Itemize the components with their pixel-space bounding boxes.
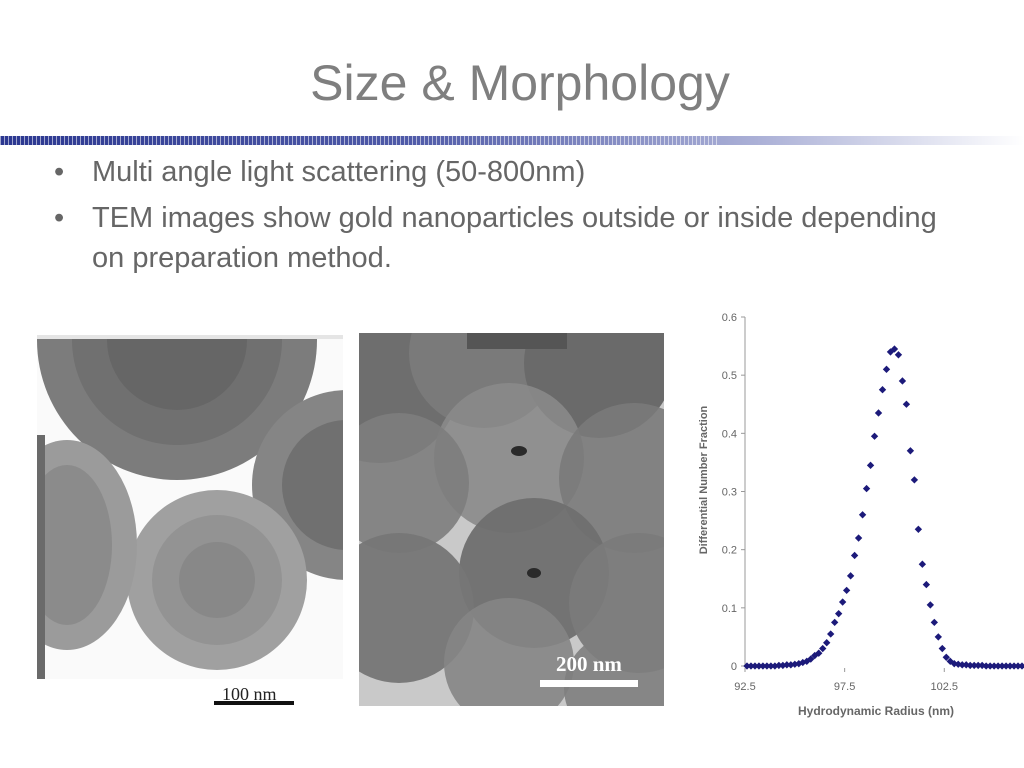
title-underline-texture: [0, 136, 720, 145]
data-point: [842, 586, 851, 595]
x-tick-label: 97.5: [834, 681, 855, 693]
data-point: [930, 618, 938, 627]
scale-bar-right: [540, 680, 638, 687]
y-tick-label: 0.1: [722, 603, 737, 615]
x-axis-label: Hydrodynamic Radius (nm): [798, 704, 954, 718]
y-tick-label: 0.3: [722, 487, 737, 499]
y-axis-label: Differential Number Fraction: [698, 405, 710, 554]
data-point: [906, 447, 915, 455]
y-tick-label: 0.4: [722, 428, 737, 440]
scale-bar-left: [214, 701, 294, 705]
scale-label-right: 200 nm: [556, 652, 622, 676]
data-point: [862, 484, 871, 493]
bullet-list: Multi angle light scattering (50-800nm) …: [52, 152, 952, 284]
data-point: [922, 580, 931, 589]
data-point: [827, 630, 835, 638]
data-point: [846, 572, 855, 580]
y-axis: 0 0.1 0.2 0.3 0.4 0.5 0.6: [722, 312, 746, 673]
x-axis: 92.5 97.5 102.5: [734, 668, 958, 693]
x-tick-label: 92.5: [734, 681, 755, 693]
data-point: [878, 386, 887, 394]
data-series: [743, 345, 1024, 670]
data-point: [882, 365, 891, 374]
y-tick-label: 0.2: [722, 545, 737, 557]
data-point: [1018, 662, 1024, 670]
data-point: [918, 560, 927, 568]
data-point: [874, 409, 883, 417]
data-point: [898, 377, 907, 385]
data-point: [858, 511, 867, 519]
data-point: [934, 633, 942, 641]
x-tick-label: 102.5: [931, 681, 959, 693]
data-point: [938, 644, 946, 653]
scale-label-left: 100 nm: [222, 684, 277, 704]
y-tick-label: 0: [731, 661, 737, 673]
y-tick-label: 0.6: [722, 312, 737, 324]
data-point: [914, 525, 923, 533]
data-point: [834, 609, 843, 618]
bullet-item: Multi angle light scattering (50-800nm): [52, 152, 952, 192]
data-point: [838, 598, 847, 606]
size-distribution-chart: 0 0.1 0.2 0.3 0.4 0.5 0.6 92.5 97.5 102.5 Differ…: [690, 300, 1024, 730]
slide-title: Size & Morphology: [310, 55, 730, 111]
data-point: [870, 432, 879, 440]
tem-image-left: [37, 335, 343, 679]
bullet-item: TEM images show gold nanoparticles outsi…: [52, 198, 952, 278]
data-point: [910, 476, 919, 484]
data-point: [831, 618, 839, 627]
data-point: [902, 400, 911, 408]
data-point: [823, 639, 831, 647]
data-point: [926, 601, 935, 609]
data-point: [854, 534, 863, 542]
data-point: [894, 351, 903, 359]
y-tick-label: 0.5: [722, 370, 737, 382]
data-point: [866, 461, 875, 470]
tem-image-right: [359, 333, 664, 706]
data-point: [850, 551, 859, 560]
